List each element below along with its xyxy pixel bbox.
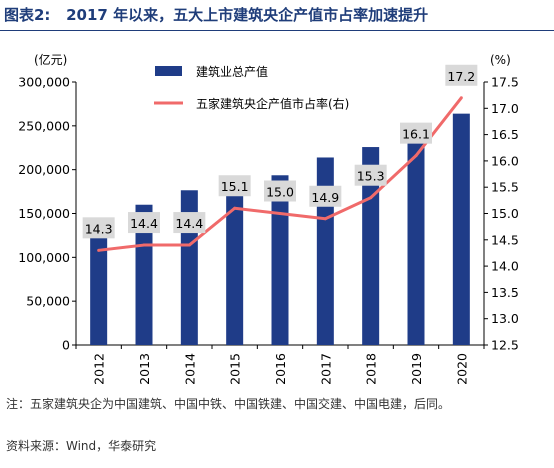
right-tick-label: 14.0 — [491, 259, 519, 274]
data-label: 16.1 — [402, 127, 430, 142]
data-label: 14.4 — [130, 216, 158, 231]
line-point-2018 — [369, 196, 373, 200]
x-tick-label: 2015 — [228, 353, 243, 385]
x-tick-label: 2012 — [92, 353, 107, 385]
data-label: 15.1 — [221, 179, 249, 194]
data-label-box — [128, 212, 160, 234]
data-label-box — [173, 212, 206, 234]
x-tick-label: 2017 — [318, 353, 333, 385]
legend-label-bar: 建筑业总产值 — [196, 64, 268, 79]
data-label: 15.0 — [266, 185, 294, 200]
data-label: 14.9 — [311, 190, 339, 205]
left-tick-label: 150,000 — [18, 206, 70, 221]
figure-label: 图表2: — [4, 6, 51, 24]
data-label: 15.3 — [357, 169, 385, 184]
data-label-box — [309, 185, 342, 207]
line-point-2012 — [97, 248, 101, 252]
bar-2018 — [362, 147, 380, 345]
left-tick-label: 250,000 — [18, 118, 70, 133]
data-label: 17.2 — [447, 69, 475, 84]
x-tick-label: 2013 — [137, 353, 152, 385]
figure-title: 2017 年以来，五大上市建筑央企产值市占率加速提升 — [66, 6, 429, 24]
right-tick-label: 14.5 — [491, 232, 519, 247]
line-point-2015 — [233, 206, 237, 210]
line-point-2017 — [323, 217, 327, 221]
bar-2015 — [226, 186, 244, 345]
data-label: 14.3 — [85, 221, 113, 236]
x-tick-label: 2016 — [273, 353, 288, 385]
x-tick-label: 2020 — [454, 353, 469, 385]
left-tick-label: 100,000 — [18, 250, 70, 265]
left-tick-label: 300,000 — [18, 75, 70, 90]
data-label-box — [264, 180, 296, 202]
legend-label-line: 五家建筑央企产值市占率(右) — [196, 96, 349, 111]
bar-2013 — [135, 204, 153, 345]
bar-2017 — [316, 157, 334, 345]
bar-2020 — [452, 113, 470, 345]
right-tick-label: 17.0 — [491, 101, 519, 116]
footnote: 注：五家建筑央企为中国建筑、中国中铁、中国铁建、中国交建、中国电建，后同。 — [6, 397, 451, 411]
legend-swatch-bar — [155, 66, 182, 76]
line-point-2019 — [414, 154, 418, 158]
bar-2016 — [271, 175, 289, 345]
chart-title: 图表2: 2017 年以来，五大上市建筑央企产值市占率加速提升 — [4, 4, 428, 25]
line-point-2014 — [187, 243, 191, 247]
data-label-box — [400, 122, 432, 144]
right-tick-label: 12.5 — [491, 338, 519, 353]
right-tick-label: 13.0 — [491, 311, 519, 326]
left-tick-label: 0 — [62, 338, 70, 353]
data-label-box — [354, 164, 387, 186]
bar-2019 — [407, 127, 425, 346]
right-tick-label: 16.0 — [491, 153, 519, 168]
line-point-2013 — [142, 243, 146, 247]
x-tick-label: 2014 — [182, 353, 197, 385]
right-tick-label: 17.5 — [491, 75, 519, 90]
right-tick-label: 15.5 — [491, 180, 519, 195]
data-label-box — [218, 175, 251, 197]
x-tick-label: 2019 — [409, 353, 424, 385]
data-label-box — [445, 64, 478, 86]
combo-chart: (亿元) (%) 0 50,000 100,000 150,000 200,000 250,0… — [18, 52, 519, 385]
right-tick-label: 15.0 — [491, 206, 519, 221]
left-tick-label: 200,000 — [18, 162, 70, 177]
right-tick-label: 16.5 — [491, 127, 519, 142]
right-tick-label: 13.5 — [491, 285, 519, 300]
title-bar: 图表2: 2017 年以来，五大上市建筑央企产值市占率加速提升 — [0, 0, 554, 31]
line-point-2016 — [278, 212, 282, 215]
left-tick-label: 50,000 — [26, 294, 70, 309]
right-axis-unit: (%) — [490, 53, 511, 67]
left-axis-unit: (亿元) — [34, 52, 67, 67]
x-tick-label: 2018 — [364, 353, 379, 385]
source-note: 资料来源：Wind，华泰研究 — [6, 439, 157, 453]
bar-2012 — [90, 224, 108, 345]
data-label: 14.4 — [175, 216, 203, 231]
data-label-box — [82, 217, 115, 239]
line-point-2020 — [459, 96, 463, 100]
